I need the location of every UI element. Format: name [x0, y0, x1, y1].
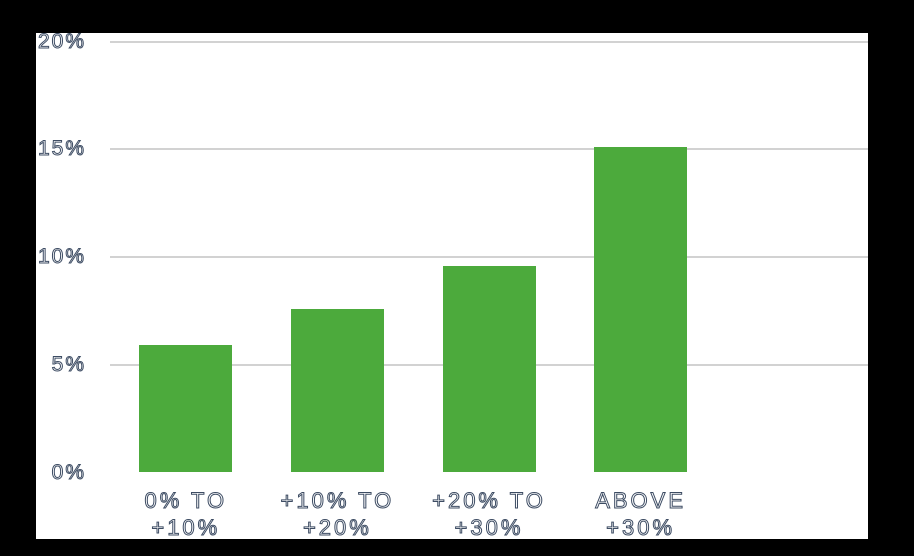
x-axis-category-label-line: +10% — [151, 515, 221, 540]
x-axis-category-label-line: +20% — [302, 515, 372, 540]
y-axis-tick-label: 5% — [51, 352, 86, 376]
y-axis-tick-label: 15% — [37, 137, 86, 161]
x-axis-category-label: +10% TO +20% — [262, 487, 414, 540]
x-axis-category-label-line: +20% TO — [432, 488, 546, 514]
bar--20-to-30- — [442, 265, 536, 473]
x-axis-category-label-line: +30% — [606, 515, 676, 540]
y-axis-tick-label: 10% — [37, 245, 86, 269]
x-axis-category-label-line: ABOVE — [595, 488, 686, 514]
bar--10-to-20- — [290, 308, 384, 473]
gridline-15pct — [110, 148, 868, 151]
x-axis-category-label-line: 0% TO — [144, 488, 228, 514]
bar-0-to-10- — [139, 345, 233, 473]
x-axis-category-label: +20% TO +30% — [413, 487, 565, 540]
x-axis-category-label-line: +10% TO — [280, 488, 395, 514]
x-axis-category-label: ABOVE +30% — [565, 487, 717, 540]
y-axis-tick-label: 0% — [51, 460, 86, 484]
x-axis-category-label: 0% TO +10% — [110, 487, 262, 540]
bar-above-30- — [594, 147, 688, 473]
y-axis-tick-label: 20% — [37, 33, 86, 53]
gridline-20pct — [110, 40, 868, 43]
gridline-10pct — [110, 256, 868, 258]
bar-chart: 0% 5% 10% 15% 20% 0% TO +10% +10% TO +20% +20% TO… — [36, 33, 868, 539]
x-axis-category-label-line: +30% — [454, 515, 524, 540]
